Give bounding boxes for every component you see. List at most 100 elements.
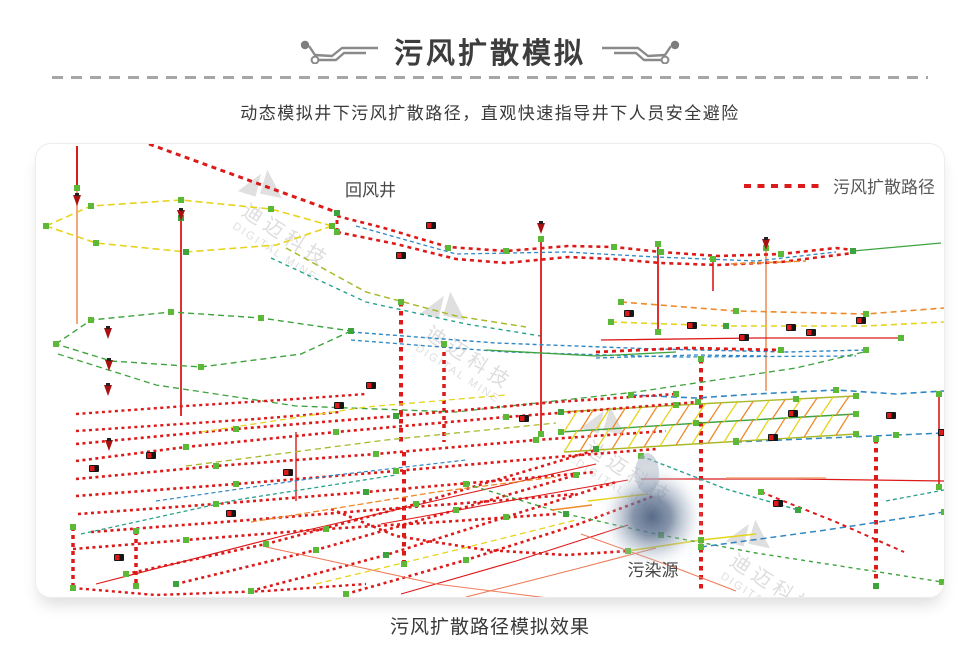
sensor-node	[363, 489, 369, 495]
hatch-line	[627, 407, 642, 429]
fan-marker	[624, 310, 634, 317]
sensor-node	[853, 393, 859, 399]
sensor-node	[323, 526, 329, 532]
fan-marker	[146, 452, 156, 459]
sensor-node	[503, 514, 509, 520]
sensor-node	[723, 323, 729, 329]
network-line	[148, 144, 337, 214]
sensor-node	[334, 229, 340, 235]
hatch-line	[595, 409, 610, 431]
sensor-node	[853, 411, 859, 417]
sensor-node	[233, 481, 239, 487]
sensor-node	[70, 524, 76, 530]
network-line	[730, 260, 807, 265]
sensor-node	[88, 203, 94, 209]
sensor-node	[383, 552, 389, 558]
network-line	[852, 242, 942, 252]
sensor-node	[334, 210, 340, 216]
sensor-node	[183, 444, 189, 450]
sensor-node	[618, 299, 624, 305]
network-line	[330, 507, 629, 557]
hatch-line	[835, 396, 850, 416]
network-line	[551, 504, 593, 511]
watermark-logo-icon	[748, 519, 771, 549]
network-line	[485, 349, 677, 357]
hatch-line	[755, 400, 770, 421]
network-line	[77, 470, 597, 516]
sensor-node	[538, 431, 544, 437]
sensor-node	[373, 451, 379, 457]
network-line	[641, 478, 944, 482]
fan-marker	[739, 334, 749, 341]
sensor-node	[123, 571, 129, 577]
page-title-row: 污风扩散模拟	[0, 30, 980, 72]
sensor-node	[401, 561, 407, 567]
hatch-line	[803, 397, 818, 418]
shaft-marker	[104, 326, 112, 339]
sensor-node	[53, 341, 59, 347]
title-decoration-right-icon	[602, 40, 680, 64]
hatch-line	[723, 402, 738, 423]
hatch-line	[723, 420, 738, 443]
network-line	[185, 422, 557, 467]
sensor-node	[608, 319, 614, 325]
network-line	[620, 301, 944, 315]
sensor-node	[198, 364, 204, 370]
sensor-node	[673, 391, 679, 397]
hatch-line	[611, 427, 626, 450]
sensor-node	[873, 583, 879, 589]
fan-marker	[366, 382, 376, 389]
sensor-node	[463, 481, 469, 487]
sensor-node	[698, 356, 704, 362]
shaft-marker	[73, 193, 81, 206]
sensor-node	[178, 197, 184, 203]
hatch-line	[579, 429, 594, 452]
hatch-line	[819, 396, 834, 417]
fan-marker	[768, 434, 778, 441]
shaft-marker	[104, 383, 112, 396]
sensor-node	[673, 402, 679, 408]
sensor-node	[413, 501, 419, 507]
network-line	[350, 339, 857, 358]
network-line	[735, 432, 944, 443]
sensor-node	[573, 472, 579, 478]
sensor-node	[695, 399, 701, 405]
dashed-divider	[52, 76, 928, 79]
sensor-node	[463, 557, 469, 563]
shaft-marker	[762, 237, 770, 250]
sensor-node	[93, 240, 99, 246]
hatch-line	[707, 402, 722, 424]
network-line	[380, 479, 629, 525]
sensor-node	[453, 507, 459, 513]
watermark-logo-icon	[580, 410, 604, 434]
fan-marker	[226, 510, 236, 517]
network-line	[250, 480, 617, 593]
network-line	[630, 389, 944, 399]
sensor-node	[793, 396, 799, 402]
hatch-line	[803, 416, 818, 438]
fan-marker	[788, 410, 798, 417]
network-line	[350, 331, 867, 353]
sensor-node	[655, 329, 661, 335]
network-line	[125, 448, 597, 576]
hatch-line	[659, 405, 674, 427]
network-line	[95, 463, 597, 585]
watermark-logo-icon	[420, 295, 444, 319]
sensor-node	[133, 528, 139, 534]
sensor-node	[74, 185, 80, 191]
fan-marker	[283, 469, 293, 476]
shaft-marker	[105, 358, 113, 371]
hatch-line	[627, 426, 642, 449]
sensor-node	[538, 236, 544, 242]
sensor-node	[778, 347, 784, 353]
sensor-node	[593, 446, 599, 452]
sensor-node	[183, 249, 189, 255]
fan-marker	[687, 322, 697, 329]
network-line	[336, 214, 854, 258]
sensor-node	[611, 244, 617, 250]
sensor-node	[628, 392, 634, 398]
title-decoration-left-icon	[300, 40, 378, 64]
sensor-node	[133, 583, 139, 589]
shaft-marker	[177, 208, 185, 221]
